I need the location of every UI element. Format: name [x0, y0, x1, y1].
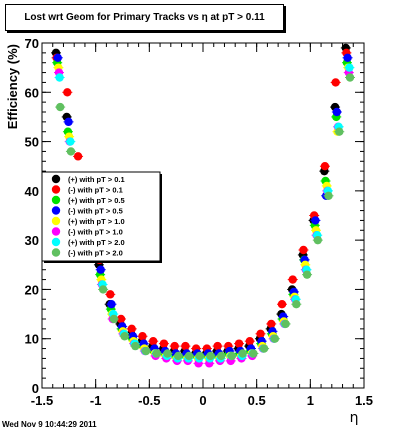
legend-label: (-) with pT > 0.5 — [68, 207, 123, 216]
legend-marker — [51, 206, 61, 215]
legend-label: (+) with pT > 2.0 — [68, 238, 125, 247]
y-tick-label: 40 — [25, 184, 39, 199]
legend-marker — [51, 227, 61, 236]
data-point — [159, 339, 169, 348]
x-tick-label: -1 — [90, 393, 102, 408]
x-tick-label: 0 — [199, 393, 206, 408]
data-point — [149, 336, 158, 346]
data-point — [66, 147, 76, 156]
data-point — [313, 235, 322, 245]
data-point — [174, 351, 183, 361]
data-point — [73, 152, 83, 161]
axis-labels: η Efficiency (%) — [5, 44, 358, 426]
legend-marker — [51, 174, 61, 184]
data-point — [127, 324, 136, 334]
data-point — [55, 73, 64, 82]
data-point — [320, 162, 330, 171]
data-point — [152, 349, 161, 358]
data-point — [181, 341, 190, 351]
y-tick-label: 20 — [25, 282, 39, 297]
x-tick-label: -0.5 — [138, 393, 160, 408]
data-point — [141, 346, 151, 356]
data-point — [109, 314, 119, 324]
data-point — [249, 349, 258, 358]
legend-marker — [51, 216, 61, 226]
data-point — [335, 127, 344, 136]
data-point — [332, 107, 342, 117]
legend-box — [41, 171, 161, 262]
data-point — [227, 351, 237, 361]
data-point — [120, 332, 129, 341]
legend: (+) with pT > 0.1(-) with pT > 0.1(+) wi… — [41, 171, 162, 263]
legend-marker — [51, 248, 61, 257]
chart-title-box: Lost wrt Geom for Primary Tracks vs η at… — [5, 4, 284, 31]
data-point — [245, 336, 254, 346]
data-point — [170, 341, 179, 351]
data-point — [96, 265, 105, 274]
data-point — [311, 216, 320, 225]
legend-marker — [51, 237, 61, 247]
y-tick-label: 0 — [32, 381, 39, 396]
y-tick-label: 10 — [25, 332, 39, 347]
data-point — [331, 78, 340, 87]
legend-label: (-) with pT > 2.0 — [68, 249, 123, 258]
data-point — [106, 290, 115, 299]
data-point — [345, 63, 354, 72]
data-point — [163, 349, 172, 358]
timestamp-footer: Wed Nov 9 10:44:29 2011 — [2, 420, 97, 429]
data-point — [66, 137, 75, 146]
data-point — [238, 349, 247, 358]
x-tick-label: 0.5 — [248, 393, 266, 408]
data-point — [288, 275, 297, 284]
data-point — [259, 344, 269, 353]
y-axis-label: Efficiency (%) — [5, 44, 20, 129]
data-point — [195, 351, 204, 361]
data-point — [292, 300, 301, 309]
data-point — [56, 102, 65, 112]
data-point — [184, 351, 194, 361]
data-point — [213, 341, 222, 351]
data-point — [53, 53, 62, 62]
data-point — [281, 319, 290, 329]
x-tick-label: -1.5 — [31, 393, 53, 408]
y-tick-label: 50 — [25, 135, 39, 150]
data-point — [206, 351, 215, 361]
data-point — [64, 117, 73, 127]
axes: -1.5 -1 -0.5 0 0.5 1 1.5 0 10 20 30 40 50 60 70 — [25, 36, 374, 408]
data-point — [277, 300, 287, 309]
data-point — [217, 351, 226, 361]
data-point — [345, 73, 355, 82]
data-point — [343, 53, 352, 62]
x-axis-label: η — [350, 410, 359, 426]
data-point — [107, 300, 116, 309]
x-tick-label: 1 — [307, 393, 314, 408]
y-tick-label: 70 — [25, 36, 39, 51]
data-point — [98, 285, 108, 294]
x-tick-label: 1.5 — [355, 393, 373, 408]
legend-label: (-) with pT > 1.0 — [68, 228, 123, 237]
legend-marker — [51, 195, 61, 205]
data-point — [299, 245, 308, 255]
y-tick-label: 30 — [25, 233, 39, 248]
legend-shadow-right — [160, 174, 162, 263]
legend-label: (+) with pT > 1.0 — [68, 217, 125, 226]
legend-label: (+) with pT > 0.1 — [68, 175, 125, 184]
data-point — [267, 319, 276, 329]
data-point — [270, 334, 280, 343]
legend-marker — [51, 185, 61, 194]
data-point — [131, 341, 140, 351]
data-point — [256, 329, 265, 338]
data-point — [116, 314, 126, 324]
data-point — [138, 332, 147, 341]
legend-label: (+) with pT > 0.5 — [68, 196, 125, 205]
y-tick-label: 60 — [25, 85, 39, 100]
chart-title: Lost wrt Geom for Primary Tracks vs η at… — [24, 12, 265, 23]
data-point — [302, 270, 312, 279]
legend-label: (-) with pT > 0.1 — [68, 186, 123, 195]
legend-shadow-bottom — [44, 261, 162, 263]
data-point — [63, 88, 72, 97]
data-point — [234, 339, 244, 348]
data-point — [324, 191, 333, 200]
